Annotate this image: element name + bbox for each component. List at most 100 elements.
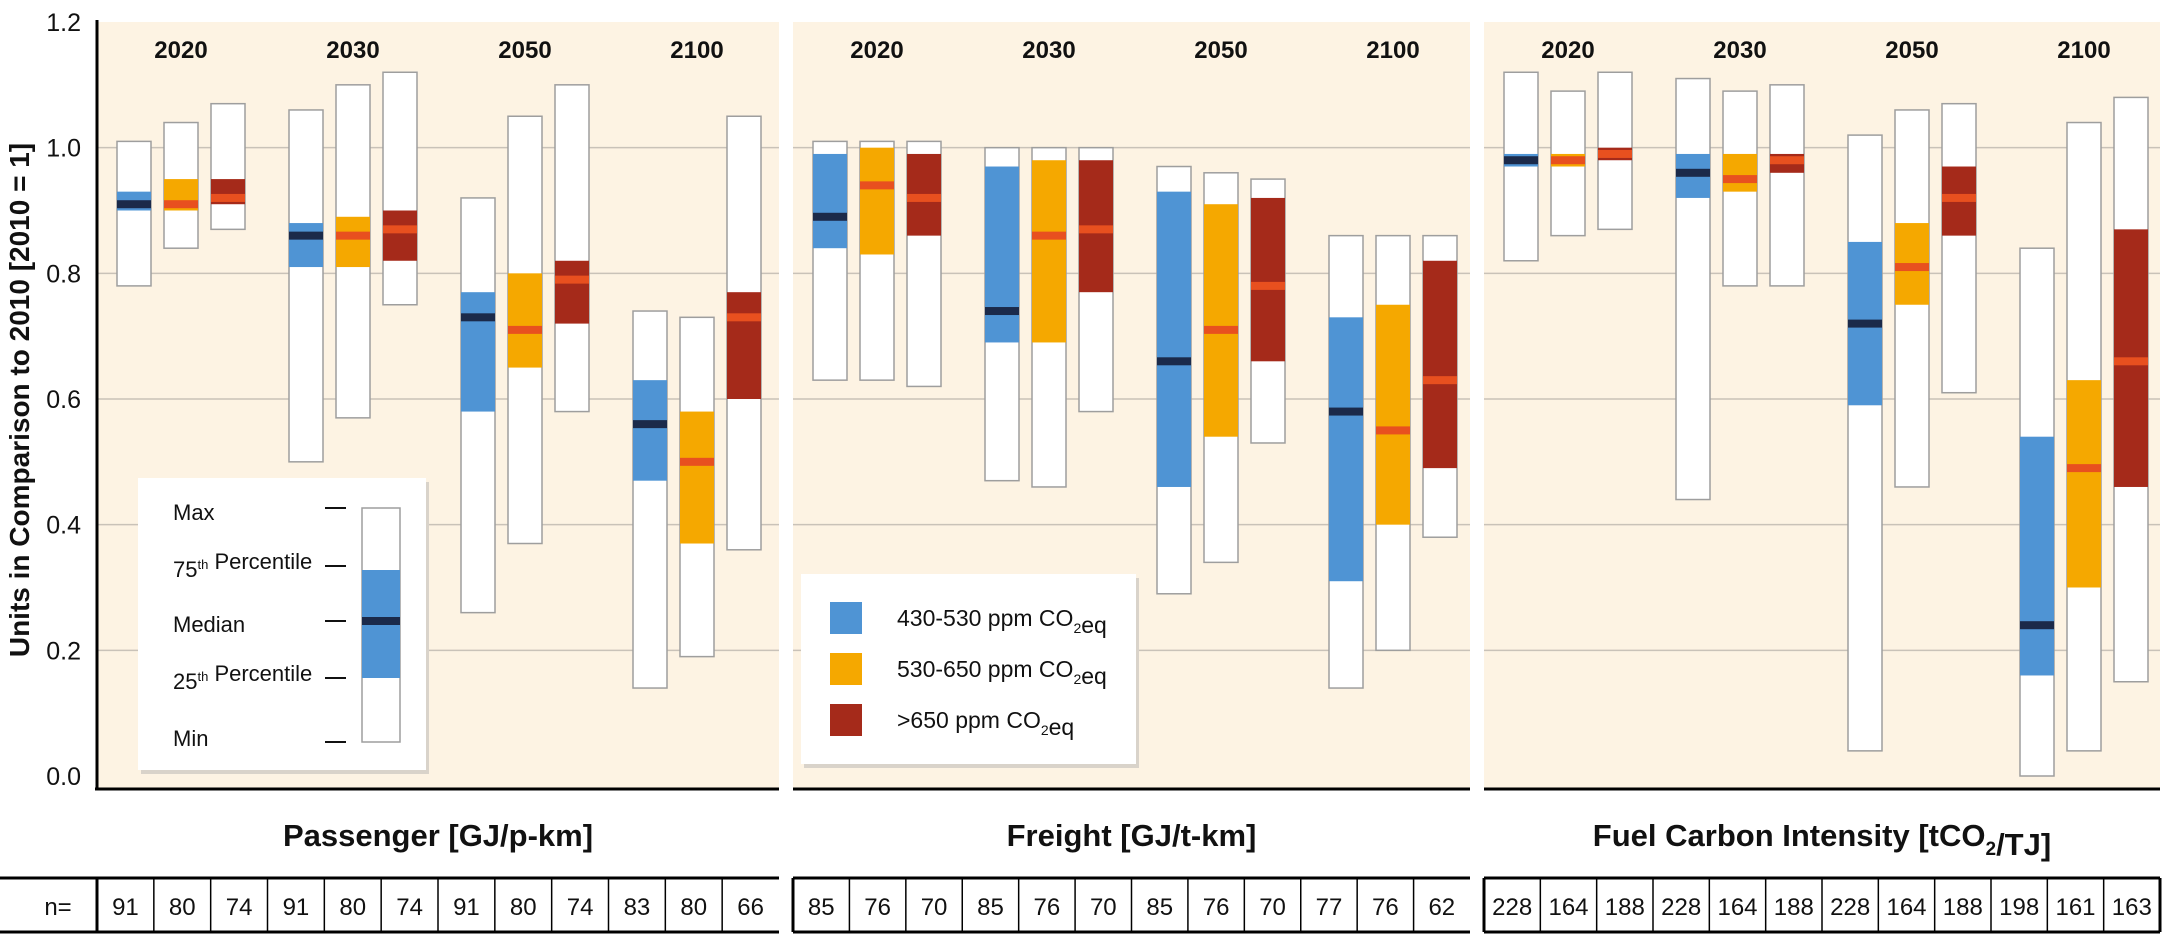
box-iqr — [2067, 380, 2101, 588]
box-iqr — [860, 147, 894, 255]
box-iqr — [985, 166, 1019, 343]
box-median — [1598, 149, 1632, 158]
box-median — [1329, 407, 1363, 416]
box-median — [164, 200, 198, 209]
year-label: 2050 — [498, 37, 551, 64]
box-iqr — [813, 153, 847, 249]
n-value: 76 — [1034, 894, 1061, 921]
box-range — [288, 109, 324, 463]
year-label: 2050 — [1885, 37, 1938, 64]
legend-swatch — [830, 653, 862, 685]
legend-label-part: eq — [1081, 663, 1107, 689]
box-median — [211, 193, 245, 202]
text-layer: 0.0 0.2 0.4 0.6 0.8 1.0 1.2 Units in Comparison… — [4, 9, 2111, 862]
n-value: 164 — [1886, 894, 1926, 921]
n-value: 228 — [1830, 894, 1870, 921]
n-value: 74 — [226, 894, 253, 921]
year-label: 2030 — [326, 37, 379, 64]
box-iqr — [336, 216, 370, 268]
box-range — [1675, 77, 1711, 501]
box-median — [1423, 376, 1457, 385]
n-value: 80 — [169, 894, 196, 921]
legend-label-part: 430-530 ppm CO — [897, 605, 1073, 631]
box-iqr — [555, 260, 589, 324]
box-range — [1847, 134, 1883, 752]
n-value: 91 — [453, 894, 480, 921]
year-label: 2030 — [1713, 37, 1766, 64]
n-value: 83 — [624, 894, 651, 921]
key-median-label-part: Median — [173, 612, 245, 637]
legend-label: 430-530 ppm CO2eq — [897, 605, 1107, 638]
box-median — [1770, 156, 1804, 165]
legend-swatch — [830, 704, 862, 736]
box-iqr — [2020, 436, 2054, 676]
key-p75-label-part: th — [197, 557, 208, 572]
legend-label-part: 530-650 ppm CO — [897, 656, 1073, 682]
n-value: 70 — [921, 894, 948, 921]
y-tick-label: 0.6 — [46, 386, 81, 414]
key-max-label: Max — [173, 500, 215, 525]
year-label: 2020 — [154, 37, 207, 64]
n-value: 76 — [1372, 894, 1399, 921]
box-iqr — [508, 273, 542, 368]
box-median — [1504, 156, 1538, 165]
panel-title: Freight [GJ/t-km] — [1007, 818, 1257, 853]
box-median — [508, 325, 542, 334]
n-value: 76 — [864, 894, 891, 921]
panel-title: Fuel Carbon Intensity [tCO2/TJ] — [1593, 818, 2051, 862]
y-tick-label: 1.2 — [46, 9, 81, 37]
n-value: 85 — [808, 894, 835, 921]
box-median — [1032, 231, 1066, 240]
y-tick-label: 0.0 — [46, 763, 81, 791]
box-median — [2067, 464, 2101, 473]
year-label: 2030 — [1022, 37, 1075, 64]
box-median — [2020, 621, 2054, 630]
key-p75-label: 75th Percentile — [173, 549, 312, 582]
box-range — [1941, 102, 1977, 394]
key-min-label-part: Min — [173, 726, 208, 751]
panel-title-part: /TJ] — [1996, 827, 2051, 862]
year-label: 2100 — [2057, 37, 2110, 64]
legend-label-part: 2 — [1073, 620, 1081, 636]
box-median — [1942, 193, 1976, 202]
box-iqr — [1251, 197, 1285, 362]
key-p75-label-part: Percentile — [208, 549, 312, 574]
n-value: 163 — [2112, 894, 2152, 921]
key-max-label-part: Max — [173, 500, 215, 525]
box-median — [1204, 325, 1238, 334]
key-median-label: Median — [173, 612, 245, 637]
box-median — [1079, 225, 1113, 234]
year-label: 2020 — [1541, 37, 1594, 64]
key-p75-label-part: 75 — [173, 557, 197, 582]
box-iqr — [289, 223, 323, 268]
n-value: 85 — [1146, 894, 1173, 921]
box-range — [116, 140, 152, 287]
n-value: 80 — [680, 894, 707, 921]
year-label: 2100 — [1366, 37, 1419, 64]
box-median — [1723, 175, 1757, 184]
n-value: 161 — [2055, 894, 2095, 921]
box-median — [555, 275, 589, 284]
box-median — [860, 181, 894, 190]
n-label: n= — [44, 894, 71, 921]
n-value: 188 — [1943, 894, 1983, 921]
n-value: 80 — [339, 894, 366, 921]
n-value: 80 — [510, 894, 537, 921]
box-iqr — [1723, 153, 1757, 192]
box-median — [1251, 281, 1285, 290]
box-median — [680, 457, 714, 466]
y-tick-label: 0.2 — [46, 637, 81, 665]
year-label: 2050 — [1194, 37, 1247, 64]
n-value: 164 — [1548, 894, 1588, 921]
y-tick-label: 0.8 — [46, 260, 81, 288]
box-iqr — [383, 210, 417, 261]
box-iqr — [727, 292, 761, 399]
legend-label-part: 2 — [1041, 722, 1049, 738]
box-range — [632, 310, 668, 689]
n-value: 62 — [1428, 894, 1455, 921]
n-value: 91 — [112, 894, 139, 921]
box-median — [1157, 357, 1191, 366]
box-median — [907, 193, 941, 202]
